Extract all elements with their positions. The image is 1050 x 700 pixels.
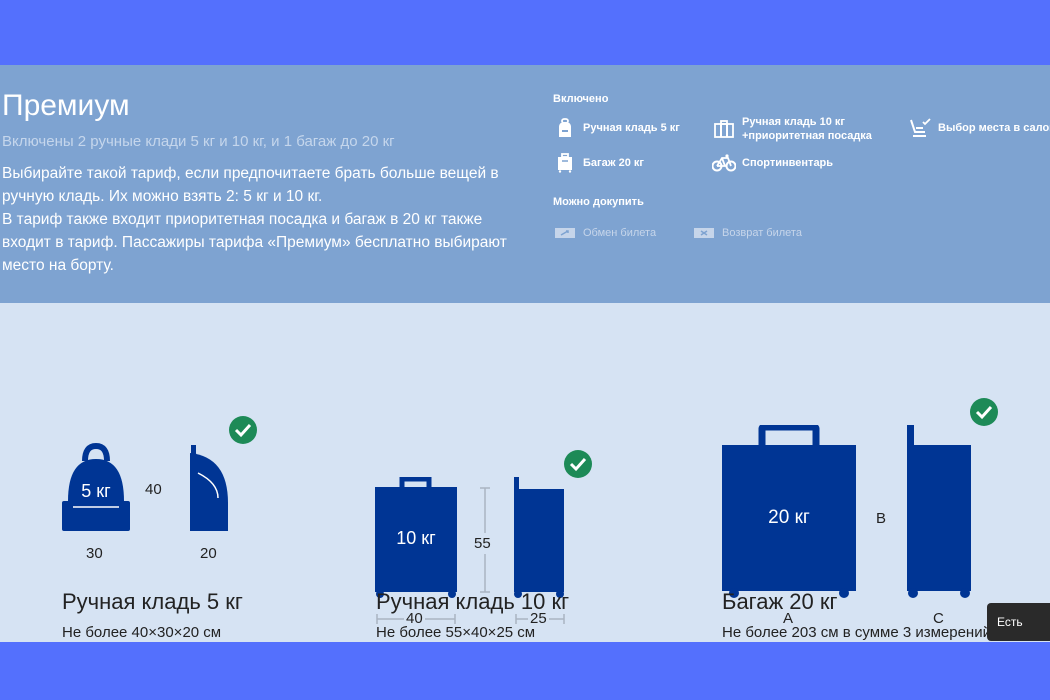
check-icon xyxy=(970,398,998,426)
purchasable-item-exchange[interactable]: Обмен билета xyxy=(553,222,656,244)
included-item-seat-selection: Выбор места в салоне xyxy=(908,117,1050,139)
baggage-limit: Не более 55×40×25 см xyxy=(376,624,536,641)
included-item-hand-luggage-5: Ручная кладь 5 кг xyxy=(553,117,680,139)
baggage-panel: 5 кг 40 30 20 Ручная кладь 5 кг Не более… xyxy=(0,303,1050,642)
backpack-height-label: 40 xyxy=(145,481,162,498)
tariff-subtitle: Включены 2 ручные клади 5 кг и 10 кг, и … xyxy=(2,133,395,150)
baggage-title: Ручная кладь 10 кг xyxy=(376,589,570,614)
included-item-sport-equipment: Спортинвентарь xyxy=(712,152,833,174)
check-icon xyxy=(564,450,592,478)
luggage-icon xyxy=(553,152,577,174)
tariff-title: Премиум xyxy=(2,89,130,122)
description-paragraph: В тариф также входит приоритетная посадк… xyxy=(2,211,507,274)
baggage-title: Ручная кладь 5 кг xyxy=(62,589,243,614)
baggage-title: Багаж 20 кг xyxy=(722,589,838,614)
included-item-label: Спортинвентарь xyxy=(742,157,834,169)
baggage-limit: Не более 40×30×20 см xyxy=(62,624,222,641)
suitcase-side-width-label: 25 xyxy=(528,610,549,627)
luggage-front-width-label: A xyxy=(783,610,794,627)
included-item-hand-luggage-10: Ручная кладь 10 кг +приоритетная посадка xyxy=(712,115,872,143)
included-item-label: Выбор места в салоне xyxy=(938,122,1050,134)
backpack-front-width-label: 30 xyxy=(86,545,103,562)
purchasable-heading: Можно докупить xyxy=(553,196,644,208)
backpack-front-icon xyxy=(62,443,130,531)
tariff-frame: Премиум Включены 2 ручные клади 5 кг и 1… xyxy=(0,65,1050,642)
seat-check-icon xyxy=(908,117,932,139)
ticket-return-icon xyxy=(692,222,716,244)
backpack-icon xyxy=(553,117,577,139)
tariff-info-panel: Премиум Включены 2 ручные клади 5 кг и 1… xyxy=(0,65,1050,303)
bicycle-icon xyxy=(712,152,736,174)
luggage-front-icon xyxy=(722,425,856,598)
backpack-side-icon xyxy=(190,445,228,531)
tariff-description: Выбирайте такой тариф, если предпочитает… xyxy=(2,162,512,277)
backpack-side-width-label: 20 xyxy=(200,545,217,562)
luggage-weight-label: 20 кг xyxy=(768,507,810,528)
included-item-baggage-20: Багаж 20 кг xyxy=(553,152,644,174)
luggage-side-icon xyxy=(907,425,971,598)
luggage-height-label: B xyxy=(876,510,887,527)
ticket-exchange-icon xyxy=(553,222,577,244)
description-paragraph: Выбирайте такой тариф, если предпочитает… xyxy=(2,165,499,205)
suitcase-weight-label: 10 кг xyxy=(396,528,436,548)
baggage-limit: Не более 203 см в сумме 3 измерений xyxy=(722,624,991,641)
suitcase-icon xyxy=(712,118,736,140)
check-icon xyxy=(229,416,257,444)
included-item-label-extra: +приоритетная посадка xyxy=(742,130,872,142)
luggage-side-width-label: C xyxy=(933,610,944,627)
purchasable-item-return[interactable]: Возврат билета xyxy=(692,222,802,244)
included-item-label: Багаж 20 кг xyxy=(583,157,644,169)
backpack-weight-label: 5 кг xyxy=(81,481,111,501)
suitcase-side-icon xyxy=(514,477,564,598)
suitcase-height-label: 55 xyxy=(472,533,493,554)
suitcase-front-width-label: 40 xyxy=(404,610,425,627)
purchasable-item-label: Обмен билета xyxy=(583,227,657,239)
suitcase-front-icon xyxy=(375,477,457,598)
purchasable-item-label: Возврат билета xyxy=(722,227,802,239)
included-item-label: Ручная кладь 5 кг xyxy=(583,122,680,134)
included-heading: Включено xyxy=(553,93,609,105)
included-item-label: Ручная кладь 10 кг xyxy=(742,116,846,128)
questions-button[interactable]: Есть вопросы? xyxy=(987,603,1050,641)
